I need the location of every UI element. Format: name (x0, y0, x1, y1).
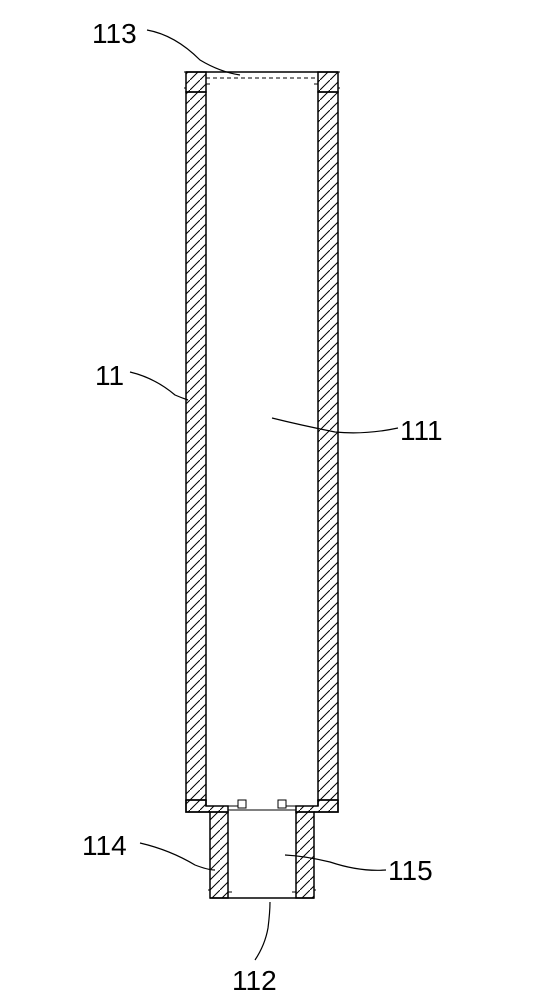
lower-section (208, 812, 316, 898)
transition-section (186, 800, 338, 812)
label-115: 115 (388, 855, 433, 887)
diagram-svg (0, 0, 534, 1000)
leader-lines (130, 30, 398, 960)
label-112: 112 (232, 965, 277, 997)
label-113: 113 (92, 18, 137, 50)
main-body (184, 72, 340, 800)
label-11: 11 (95, 360, 124, 392)
label-111: 111 (400, 415, 443, 447)
label-114: 114 (82, 830, 127, 862)
